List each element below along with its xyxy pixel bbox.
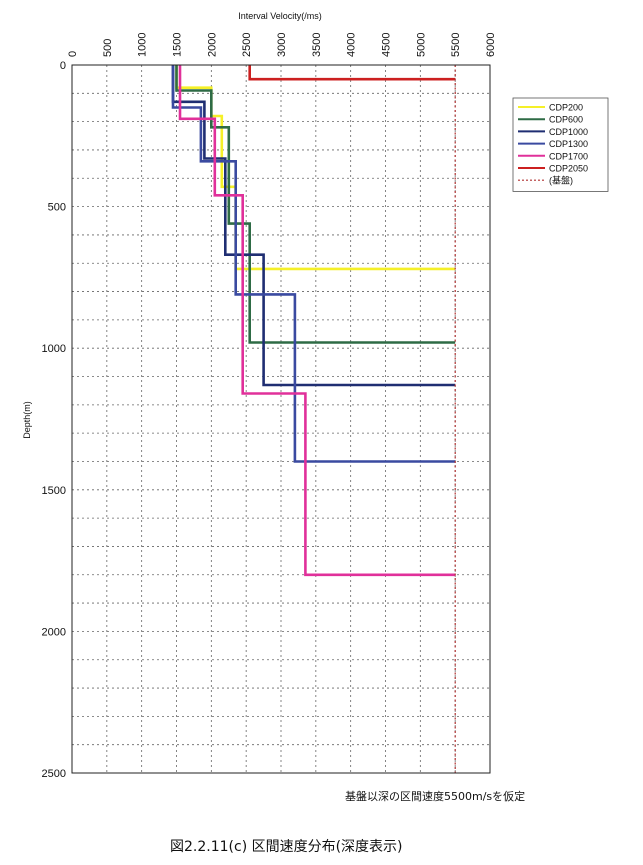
series-line-cdp600: [175, 65, 456, 344]
y-tick-label: 500: [48, 202, 66, 214]
y-tick-labels: 0 500 1000 1500 2000 2500: [42, 60, 66, 780]
legend-label: CDP2050: [549, 164, 588, 174]
x-tick-label: 1000: [137, 33, 149, 57]
y-tick-label: 1000: [42, 343, 66, 355]
legend: CDP200 CDP600 CDP1000 CDP1300 CDP1700 CDP2050…: [512, 97, 609, 192]
legend-box: [512, 97, 609, 192]
x-tick-label: 5500: [450, 33, 462, 57]
y-axis-title: Depth(m): [22, 401, 32, 439]
x-tick-label: 6000: [485, 33, 497, 57]
x-tick-label: 3000: [276, 33, 288, 57]
x-tick-label: 2000: [206, 33, 218, 57]
grid-lines: [72, 65, 490, 773]
x-tick-label: 5000: [415, 33, 427, 57]
assumption-note: 基盤以深の区間速度5500m/sを仮定: [345, 790, 526, 803]
x-tick-labels: 0 500 1000 1500 2000 2500 3000 3500 4000 4500 5000…: [67, 33, 497, 57]
y-tick-label: 0: [60, 60, 66, 72]
series-lines: [171, 65, 456, 773]
x-tick-label: 4000: [346, 33, 358, 57]
x-tick-label: 3500: [311, 33, 323, 57]
series-line-cdp1000: [171, 65, 456, 387]
y-tick-label: 1500: [42, 485, 66, 497]
plot-frame: [71, 64, 491, 774]
legend-label: CDP600: [549, 115, 583, 125]
x-tick-label: 2500: [241, 33, 253, 57]
series-line-cdp1300: [171, 65, 456, 463]
x-tick-label: 1500: [172, 33, 184, 57]
y-tick-label: 2000: [42, 626, 66, 638]
x-tick-label: 500: [102, 39, 114, 57]
legend-label: (基盤): [549, 175, 573, 186]
series-line-cdp1700: [178, 65, 456, 577]
legend-label: CDP200: [549, 103, 583, 113]
x-tick-label: 0: [67, 51, 79, 57]
legend-label: CDP1700: [549, 151, 588, 161]
legend-label: CDP1300: [549, 139, 588, 149]
figure-caption: 図2.2.11(c) 区間速度分布(深度表示): [170, 839, 403, 855]
y-tick-label: 2500: [42, 768, 66, 780]
x-tick-label: 4500: [381, 33, 393, 57]
x-axis-title: Interval Velocity(/ms): [238, 11, 322, 21]
series-line-cdp2050: [248, 65, 456, 81]
legend-label: CDP1000: [549, 127, 588, 137]
